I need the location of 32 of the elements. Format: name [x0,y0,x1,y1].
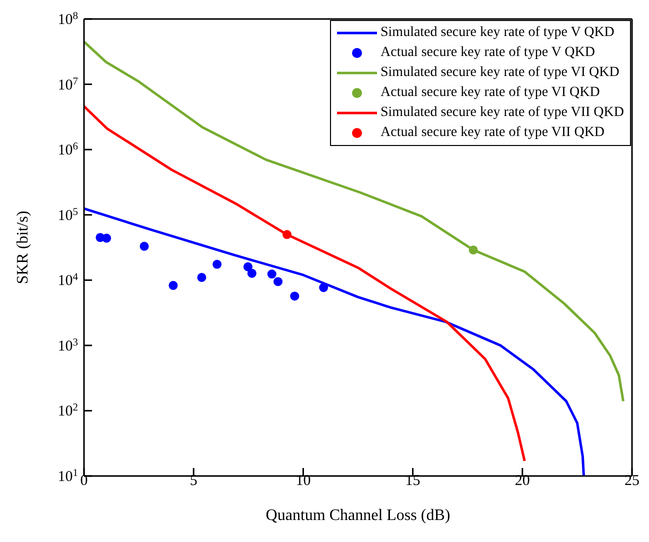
y-tick-label: 10$^{3}$ [58,336,78,354]
y-tick-label: 10$^{4}$ [58,272,79,290]
legend-label: Simulated secure key rate of type VII QKD [380,104,624,122]
point [319,283,328,292]
point [212,260,222,269]
point [247,268,256,278]
y-tick-label: 10$^{8}$ [58,10,78,28]
legend-label: Actual secure key rate of type VII QKD [380,124,605,142]
line-series [84,40,624,402]
legend-label: Actual secure key rate of type V QKD [380,44,595,62]
point [168,280,178,290]
line-series [84,105,526,462]
legend-label: Actual secure key rate of type VI QKD [380,84,600,102]
point [197,272,206,282]
legend-label: Simulated secure key rate of type V QKD [380,24,614,42]
point [273,277,283,286]
line-series [84,207,586,476]
legend-label: Simulated secure key rate of type VI QKD [380,64,620,82]
y-tick-label: 10$^{6}$ [58,141,78,159]
y-tick-label: 10$^{7}$ [58,76,78,94]
y-tick-label: 10$^{5}$ [58,206,78,224]
x-axis-title: Quantum Channel Loss (dB) [266,507,450,524]
point [282,230,292,240]
y-tick-label: 10$^{1}$ [58,468,78,485]
point [140,242,149,251]
point [102,234,112,243]
point [267,270,276,279]
y-tick-label: 10$^{2}$ [58,402,78,420]
point [290,292,300,301]
y-axis-title: SKR (bit/s) [14,210,32,284]
point [243,262,252,272]
point [468,245,478,254]
